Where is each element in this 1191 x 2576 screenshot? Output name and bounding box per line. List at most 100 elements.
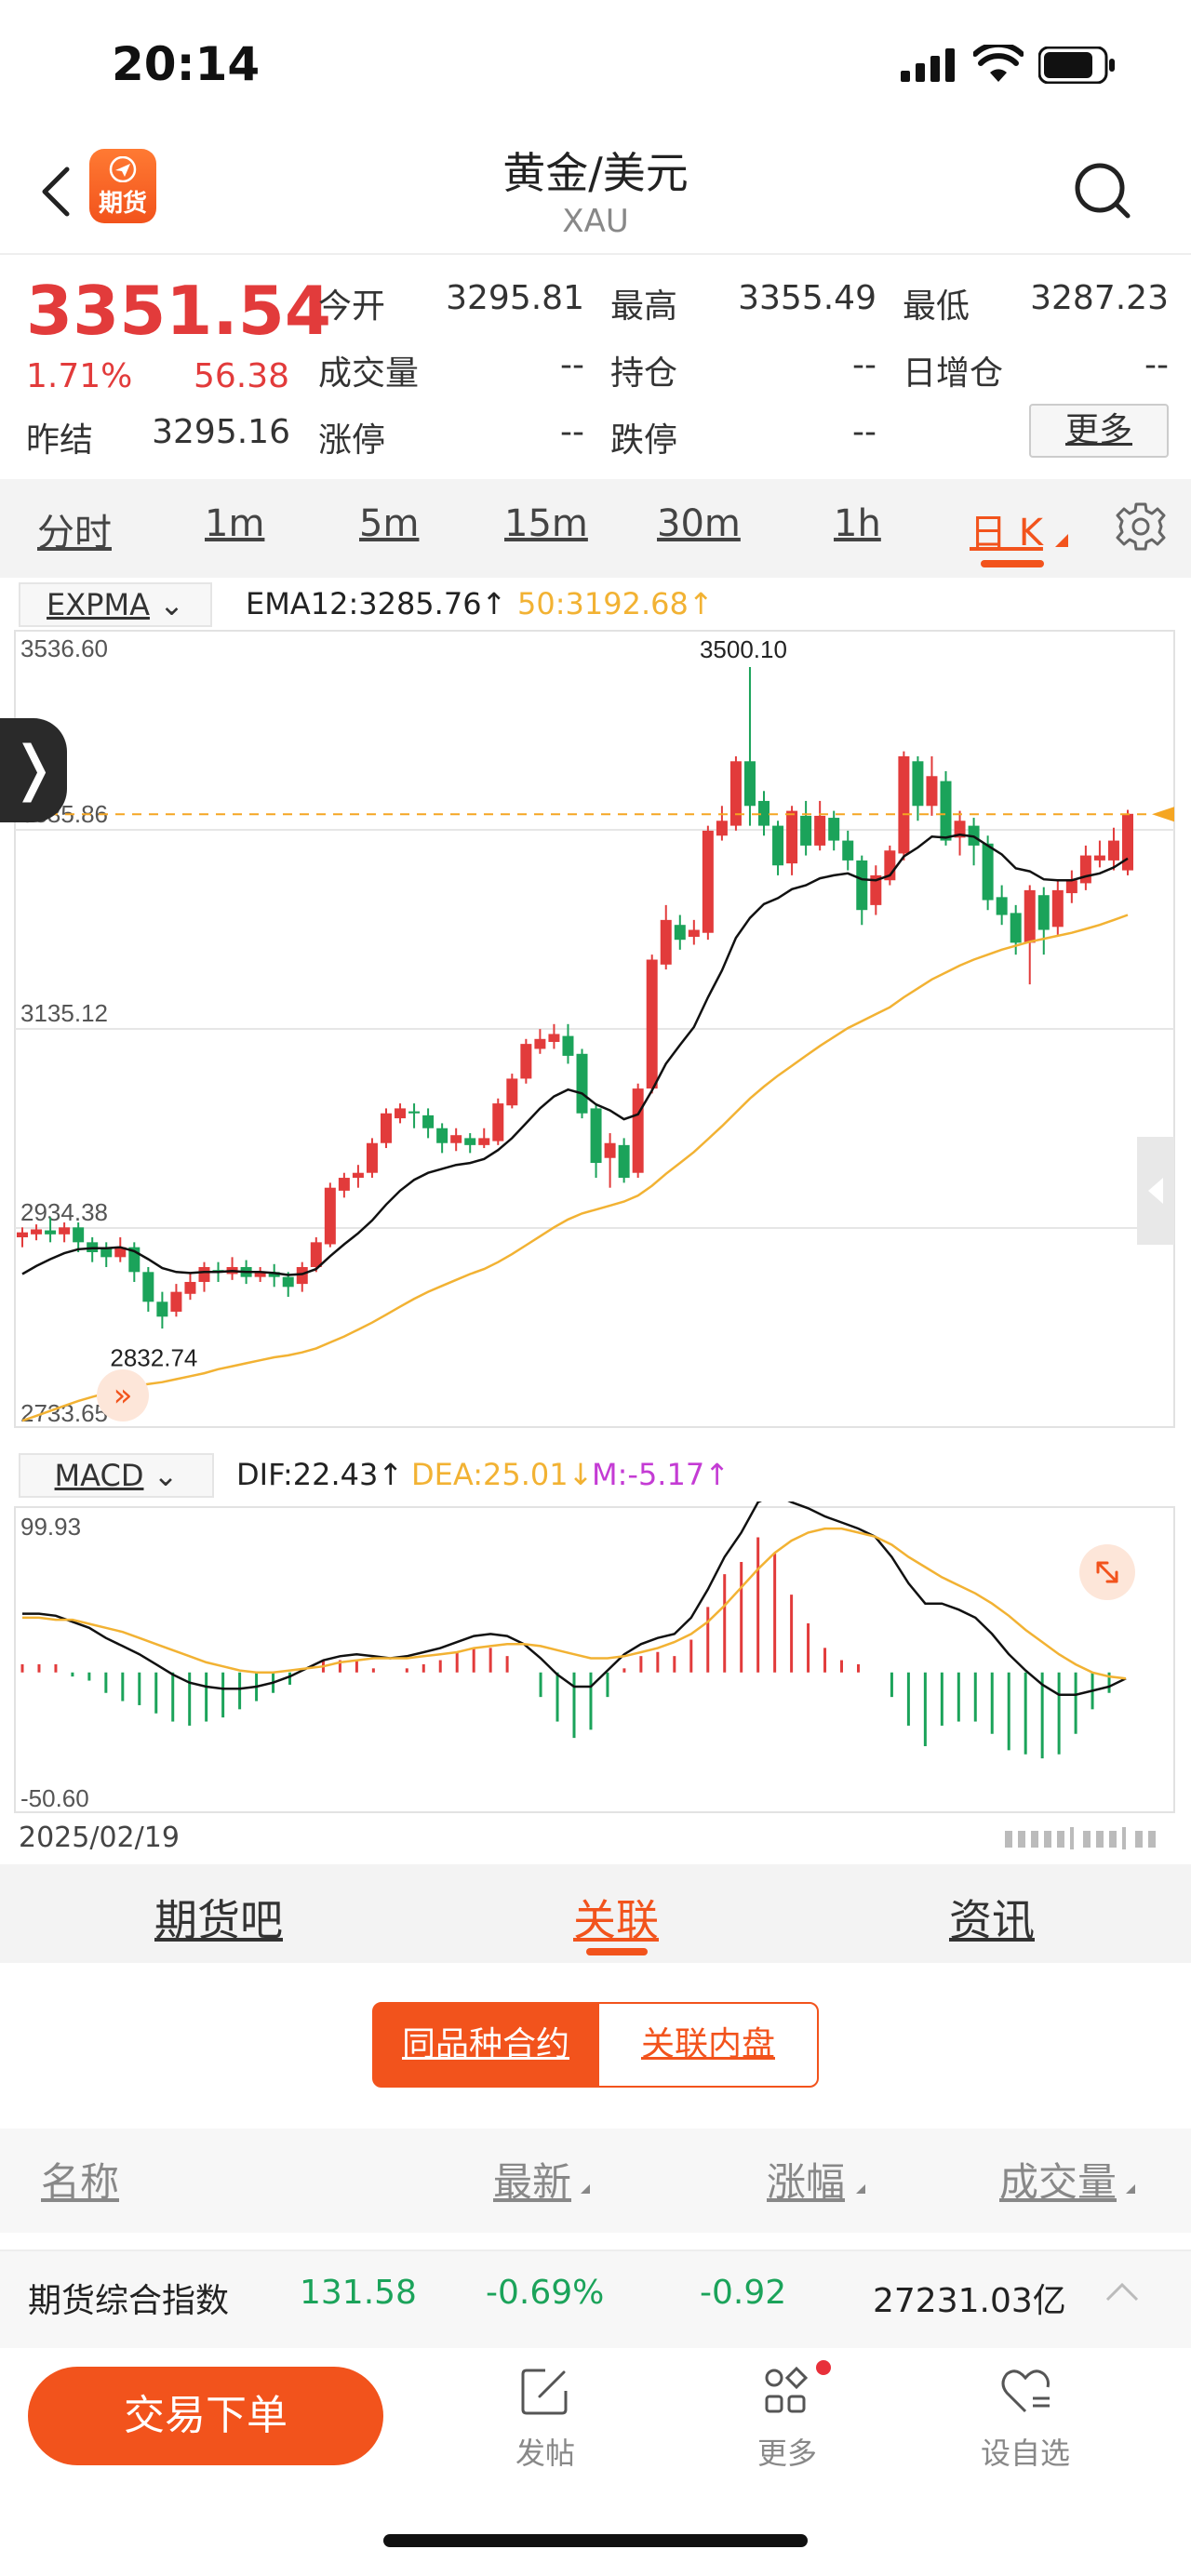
candle-body — [800, 815, 812, 846]
high-label: 最高 — [610, 287, 678, 326]
col-name[interactable]: 名称 — [41, 2159, 120, 2205]
macd-chart[interactable]: 99.93 -50.60 — [0, 1502, 1191, 1818]
tab-15m[interactable]: 15m — [504, 502, 588, 545]
search-icon[interactable] — [1070, 158, 1135, 223]
chevron-down-icon: ⌄ — [159, 587, 184, 622]
y-axis-label: 3135.12 — [20, 999, 108, 1027]
candle-body — [982, 843, 994, 901]
prev-settle-value: 3295.16 — [152, 413, 290, 451]
signal-icon — [901, 48, 955, 82]
expand-icon[interactable] — [1079, 1544, 1135, 1600]
dif-readout: DIF:22.43↑ — [236, 1457, 404, 1492]
watchlist-label[interactable]: 设自选 — [980, 2436, 1070, 2471]
compose-icon[interactable] — [517, 2363, 573, 2419]
sub-tab-bar — [0, 1864, 1191, 1963]
col-volume[interactable]: 成交量 — [999, 2159, 1117, 2205]
ticker-last: 131.58 — [300, 2274, 417, 2312]
tab-1h[interactable]: 1h — [834, 502, 881, 545]
scroll-handle-icon[interactable] — [1005, 1825, 1172, 1851]
candlestick-chart[interactable]: 3536.603335.863135.122934.382733.653500.… — [0, 629, 1191, 1448]
tab-daily-k[interactable]: 日 K — [970, 512, 1043, 554]
candle-body — [842, 840, 854, 861]
m-readout: M:-5.17↑ — [592, 1457, 729, 1492]
chevron-up-icon[interactable] — [1104, 2281, 1141, 2303]
post-label[interactable]: 发帖 — [515, 2436, 575, 2471]
candle-body — [17, 1232, 28, 1238]
candle-body — [729, 761, 742, 826]
logo-text: 期货 — [98, 190, 147, 218]
candle-body — [142, 1272, 154, 1302]
back-icon[interactable] — [37, 166, 74, 218]
tab-related[interactable]: 关联 — [573, 1895, 659, 1945]
candle-body — [1079, 855, 1091, 884]
candle-body — [338, 1178, 350, 1191]
candle-body — [1122, 813, 1133, 871]
related-domestic-segment[interactable]: 关联内盘 — [597, 2002, 819, 2088]
dea-line — [22, 1527, 1127, 1680]
gear-icon[interactable] — [1115, 501, 1167, 553]
candle-body — [464, 1138, 476, 1145]
candle-body — [814, 815, 826, 846]
macd-frame — [14, 1506, 1175, 1813]
candle-body — [996, 897, 1008, 915]
tab-futures-forum[interactable]: 期货吧 — [154, 1895, 283, 1945]
limit-down-value: -- — [852, 413, 877, 451]
ema12-line — [21, 833, 1129, 1276]
right-panel-toggle[interactable] — [1137, 1137, 1174, 1245]
candle-body — [548, 1034, 560, 1042]
status-time: 20:14 — [112, 37, 261, 91]
candle-body — [366, 1142, 378, 1173]
candle-body — [828, 818, 840, 841]
tab-intraday[interactable]: 分时 — [37, 512, 112, 554]
sort-icon — [581, 2184, 590, 2194]
candle-body — [743, 761, 756, 807]
candle-body — [324, 1187, 336, 1245]
index-ticker[interactable] — [0, 2249, 1191, 2348]
scroll-forward-button[interactable]: » — [97, 1369, 149, 1421]
logo-mark-icon — [109, 156, 137, 182]
candle-body — [954, 821, 966, 838]
open-value: 3295.81 — [446, 279, 584, 317]
chevron-down-icon: ⌄ — [153, 1458, 179, 1493]
expma-selector[interactable]: EXPMA ⌄ — [19, 582, 212, 627]
more-quote-button[interactable]: 更多 — [1029, 404, 1169, 458]
limit-up-label: 涨停 — [318, 421, 386, 460]
open-label: 今开 — [318, 287, 386, 326]
macd-selector[interactable]: MACD ⌄ — [19, 1453, 214, 1498]
more-label[interactable]: 更多 — [756, 2436, 817, 2471]
side-drawer-toggle[interactable]: ❭ — [0, 718, 67, 822]
trade-order-button[interactable]: 交易下单 — [28, 2367, 383, 2465]
col-last[interactable]: 最新 — [493, 2159, 572, 2205]
ticker-name: 期货综合指数 — [28, 2282, 230, 2320]
candle-body — [450, 1135, 462, 1143]
y-axis-label: 3536.60 — [20, 634, 108, 662]
sort-icon — [856, 2184, 865, 2194]
tab-news[interactable]: 资讯 — [949, 1895, 1035, 1945]
heart-plus-icon[interactable] — [997, 2363, 1053, 2419]
candle-body — [506, 1078, 518, 1106]
same-contract-segment[interactable]: 同品种合约 — [372, 2002, 599, 2088]
page-title: 黄金/美元 — [502, 148, 689, 198]
candle-body — [1093, 855, 1105, 861]
table-header — [0, 2129, 1191, 2233]
tab-30m[interactable]: 30m — [657, 502, 741, 545]
candle-body — [898, 755, 910, 854]
change-percent: 1.71% — [26, 357, 133, 395]
high-value: 3355.49 — [738, 279, 877, 317]
tab-1m[interactable]: 1m — [205, 502, 265, 545]
battery-icon — [1038, 47, 1115, 84]
macd-label: MACD — [54, 1458, 144, 1493]
chart-start-date: 2025/02/19 — [19, 1822, 180, 1854]
candle-body — [870, 874, 882, 905]
candle-body — [688, 929, 700, 937]
candle-body — [73, 1227, 85, 1243]
col-change-pct[interactable]: 涨幅 — [767, 2159, 846, 2205]
candle-body — [198, 1266, 210, 1282]
prev-settle-label: 昨结 — [26, 421, 94, 460]
apps-grid-icon[interactable] — [759, 2363, 815, 2419]
daily-oi-value: -- — [1144, 346, 1169, 384]
candle-body — [1010, 913, 1022, 943]
low-label: 最低 — [903, 287, 970, 326]
active-subtab-indicator — [586, 1948, 648, 1955]
tab-5m[interactable]: 5m — [359, 502, 420, 545]
